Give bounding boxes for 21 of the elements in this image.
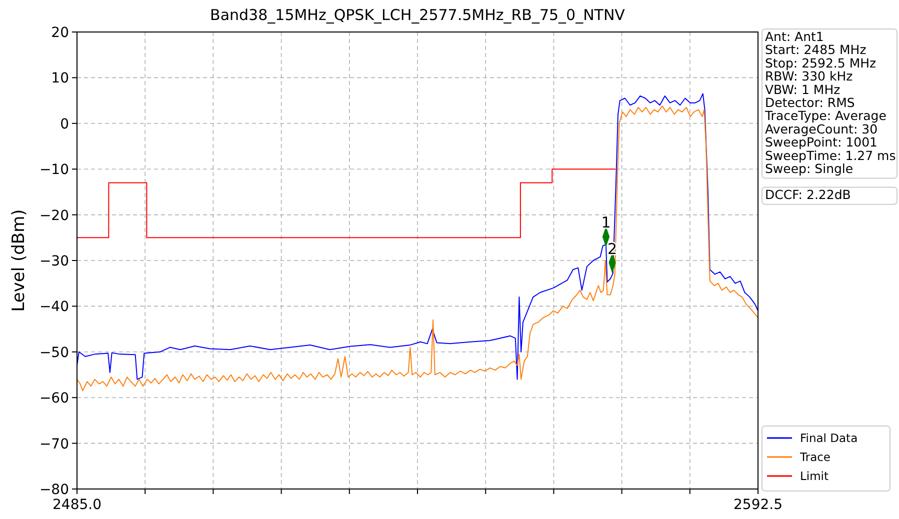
y-tick-label: 0 [60, 116, 69, 132]
y-tick-label: −20 [39, 208, 69, 224]
legend-label: Final Data [800, 431, 858, 445]
legend-label: Trace [799, 450, 831, 464]
y-tick-label: 20 [51, 25, 69, 41]
annotation: 1 [601, 214, 611, 232]
y-tick-label: −60 [39, 390, 69, 407]
text: Ant: Ant1 Start: 2485 MHz Stop: 2592.5 MHz RBW: 330 kHz VBW: 1 MHz Detector: RMS TraceType: Average AverageCount: 30 SweepPoint: 1001 SweepTime: 1.27 ms Sweep: Single [765, 29, 896, 176]
y-tick-label: 10 [51, 70, 69, 87]
y-tick-label: −80 [39, 482, 69, 498]
y-tick-label: −50 [39, 344, 69, 361]
x-tick-label: 2485.0 [52, 497, 102, 513]
y-tick-label: −10 [39, 162, 69, 178]
y-tick-label: −40 [39, 299, 69, 316]
legend-label: Limit [800, 469, 829, 483]
y-tick-label: −70 [39, 436, 69, 452]
chart-title: Band38_15MHz_QPSK_LCH_2577.5MHz_RB_75_0_NTNV [210, 6, 626, 24]
y-axis-title: Level (dBm) [9, 209, 29, 312]
text: DCCF: 2.22dB [765, 187, 851, 202]
y-tick-label: −30 [39, 254, 69, 270]
x-tick-label: 2592.5 [734, 497, 782, 513]
